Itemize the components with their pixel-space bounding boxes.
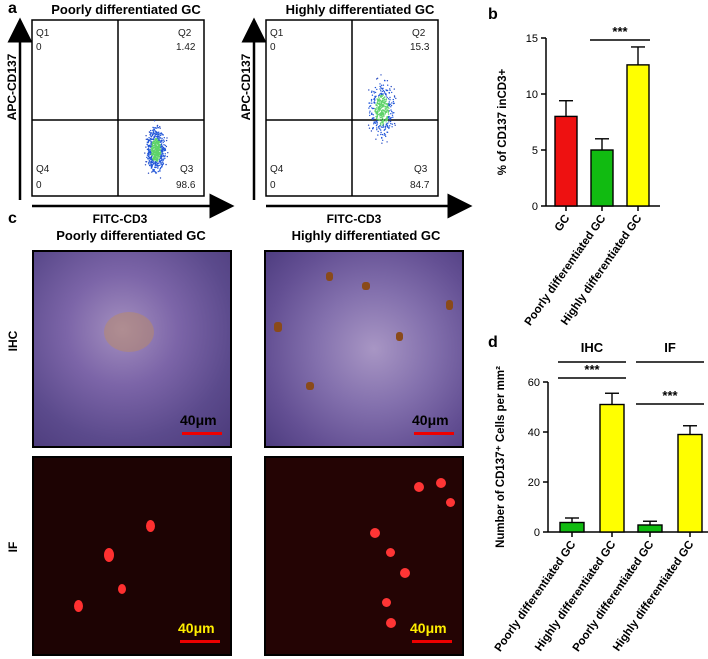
d-bar-2 — [637, 524, 663, 533]
micro-col2-title: Highly differentiated GC — [291, 228, 441, 243]
d-category-label-2: Poorly differentiated GC — [571, 539, 657, 654]
ihc-highly-scale-bar — [414, 432, 454, 435]
flow-poorly-q1-label: Q1 — [36, 28, 50, 39]
d-bar-0 — [559, 521, 585, 533]
d-ytick-label-0: 0 — [534, 527, 540, 539]
flow-highly-q2-label: Q2 — [412, 28, 426, 39]
d-group-label-1: IF — [664, 340, 676, 355]
if-poorly-image: 40μm — [32, 456, 232, 656]
b-bar-2 — [626, 64, 650, 207]
flow-highly-q1-value: 0 — [270, 42, 276, 53]
flow-poorly-xlabel: FITC-CD3 — [92, 212, 148, 226]
micro-col1-title: Poorly differentiated GC — [56, 228, 206, 243]
b-bar-1 — [590, 149, 614, 207]
if-poorly-scale: 40μm — [178, 620, 215, 636]
flow-highly-xlabel: FITC-CD3 — [326, 212, 382, 226]
flow-highly-q2-value: 15.3 — [410, 42, 430, 53]
flow-poorly-q2-value: 1.42 — [176, 42, 196, 53]
d-sig-label-1: *** — [662, 388, 678, 403]
ihc-highly-scale: 40μm — [412, 412, 449, 428]
panel-label-c: c — [8, 210, 17, 227]
d-ylabel: Number of CD137⁺ Cells per mm² — [495, 366, 507, 548]
if-highly-image: 40μm — [264, 456, 464, 656]
b-ytick-label-1: 5 — [532, 145, 538, 157]
flow-highly-q3-label: Q3 — [414, 164, 428, 175]
panel-label-d: d — [488, 334, 498, 351]
d-bar-3 — [677, 433, 703, 533]
flow-highly-q1-label: Q1 — [270, 28, 284, 39]
b-bar-0 — [554, 115, 578, 207]
ihc-poorly-image: 40μm — [32, 250, 232, 448]
d-category-label-3: Highly differentiated GC — [611, 539, 696, 654]
d-sig-label-0: *** — [584, 362, 600, 377]
d-ytick-label-2: 40 — [528, 427, 540, 439]
if-highly-scale-bar — [412, 640, 452, 643]
d-ytick-label-1: 20 — [528, 477, 540, 489]
panel-label-b: b — [488, 6, 498, 23]
d-category-label-0: Poorly differentiated GC — [493, 539, 579, 654]
flow-highly-plot — [241, 17, 473, 219]
if-highly-scale: 40μm — [410, 620, 447, 636]
micro-row2-label: IF — [6, 541, 20, 553]
flow-poorly-plot — [7, 17, 235, 219]
b-ylabel: % of CD137 inCD3+ — [497, 69, 509, 176]
d-bar-1 — [599, 403, 625, 533]
flow-poorly-title: Poorly differentiated GC — [51, 2, 201, 17]
d-group-label-0: IHC — [581, 340, 604, 355]
ihc-highly-image: 40μm — [264, 250, 464, 448]
panel-label-a: a — [8, 0, 17, 17]
b-ytick-label-2: 10 — [526, 89, 538, 101]
ihc-poorly-scale: 40μm — [180, 412, 217, 428]
micro-row1-label: IHC — [6, 330, 20, 352]
flow-highly-title: Highly differentiated GC — [285, 2, 435, 17]
flow-highly-q3-value: 84.7 — [410, 180, 430, 191]
b-ytick-label-3: 15 — [526, 33, 538, 45]
ihc-poorly-scale-bar — [182, 432, 222, 435]
flow-poorly-q4-value: 0 — [36, 180, 42, 191]
if-poorly-scale-bar — [180, 640, 220, 643]
flow-highly-scatter — [367, 74, 397, 144]
flow-poorly-q3-label: Q3 — [180, 164, 194, 175]
flow-poorly-q1-value: 0 — [36, 42, 42, 53]
flow-highly-q4-label: Q4 — [270, 164, 284, 175]
d-ytick-label-3: 60 — [528, 377, 540, 389]
flow-poorly-q3-value: 98.6 — [176, 180, 196, 191]
flow-poorly-q4-label: Q4 — [36, 164, 50, 175]
flow-highly-q4-value: 0 — [270, 180, 276, 191]
b-category-label-0: GC — [553, 213, 573, 234]
flow-poorly-q2-label: Q2 — [178, 28, 192, 39]
b-ytick-label-0: 0 — [532, 201, 538, 213]
b-sig-label: *** — [612, 24, 628, 39]
flow-poorly-scatter — [144, 120, 169, 179]
